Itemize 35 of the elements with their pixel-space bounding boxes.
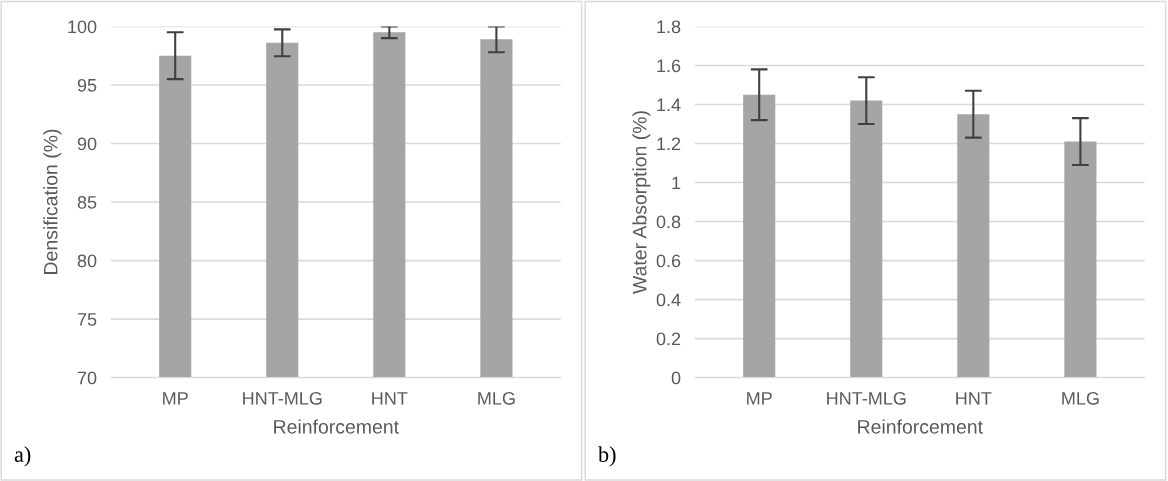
- y-tick-label: 0.8: [656, 215, 681, 229]
- y-tick-label: 85: [77, 195, 97, 209]
- x-tick-label: MLG: [1062, 391, 1099, 405]
- y-tick-label: 1.2: [657, 137, 681, 151]
- bar: [850, 100, 883, 378]
- y-axis-title: Water Absorption (%): [632, 111, 651, 294]
- y-tick-label: 0.4: [656, 293, 681, 307]
- x-tick-label: HNT-MLG: [243, 391, 322, 405]
- y-tick-label: 0.6: [656, 254, 681, 268]
- y-tick-label: 95: [77, 78, 97, 92]
- x-tick-label: MP: [747, 392, 772, 405]
- x-axis-title: Reinforcement: [274, 419, 399, 434]
- x-tick-label: MLG: [478, 391, 515, 405]
- y-tick-label: 70: [77, 371, 97, 385]
- text: b): [598, 446, 616, 467]
- y-tick-label: 100: [68, 20, 97, 34]
- bar: [743, 94, 776, 378]
- y-tick-label: 1.6: [657, 59, 681, 73]
- y-tick-label: 0: [671, 371, 681, 385]
- text: a): [14, 446, 31, 467]
- bar: [957, 114, 990, 378]
- y-tick-label: 1.8: [657, 20, 681, 34]
- x-axis-title: Reinforcement: [858, 419, 983, 434]
- y-tick-label: 75: [77, 313, 97, 326]
- y-tick-label: 1: [672, 176, 681, 190]
- y-tick-label: 90: [77, 137, 97, 151]
- x-tick-label: HNT: [956, 392, 992, 405]
- x-tick-label: HNT-MLG: [827, 391, 906, 405]
- bar: [1064, 141, 1097, 378]
- x-tick-label: HNT: [372, 392, 408, 405]
- x-tick-label: MP: [163, 392, 188, 405]
- y-tick-label: 80: [77, 254, 97, 268]
- y-axis-title: Densification (%): [43, 129, 62, 274]
- y-tick-label: 0.2: [656, 332, 681, 346]
- y-tick-label: 1.4: [657, 98, 681, 112]
